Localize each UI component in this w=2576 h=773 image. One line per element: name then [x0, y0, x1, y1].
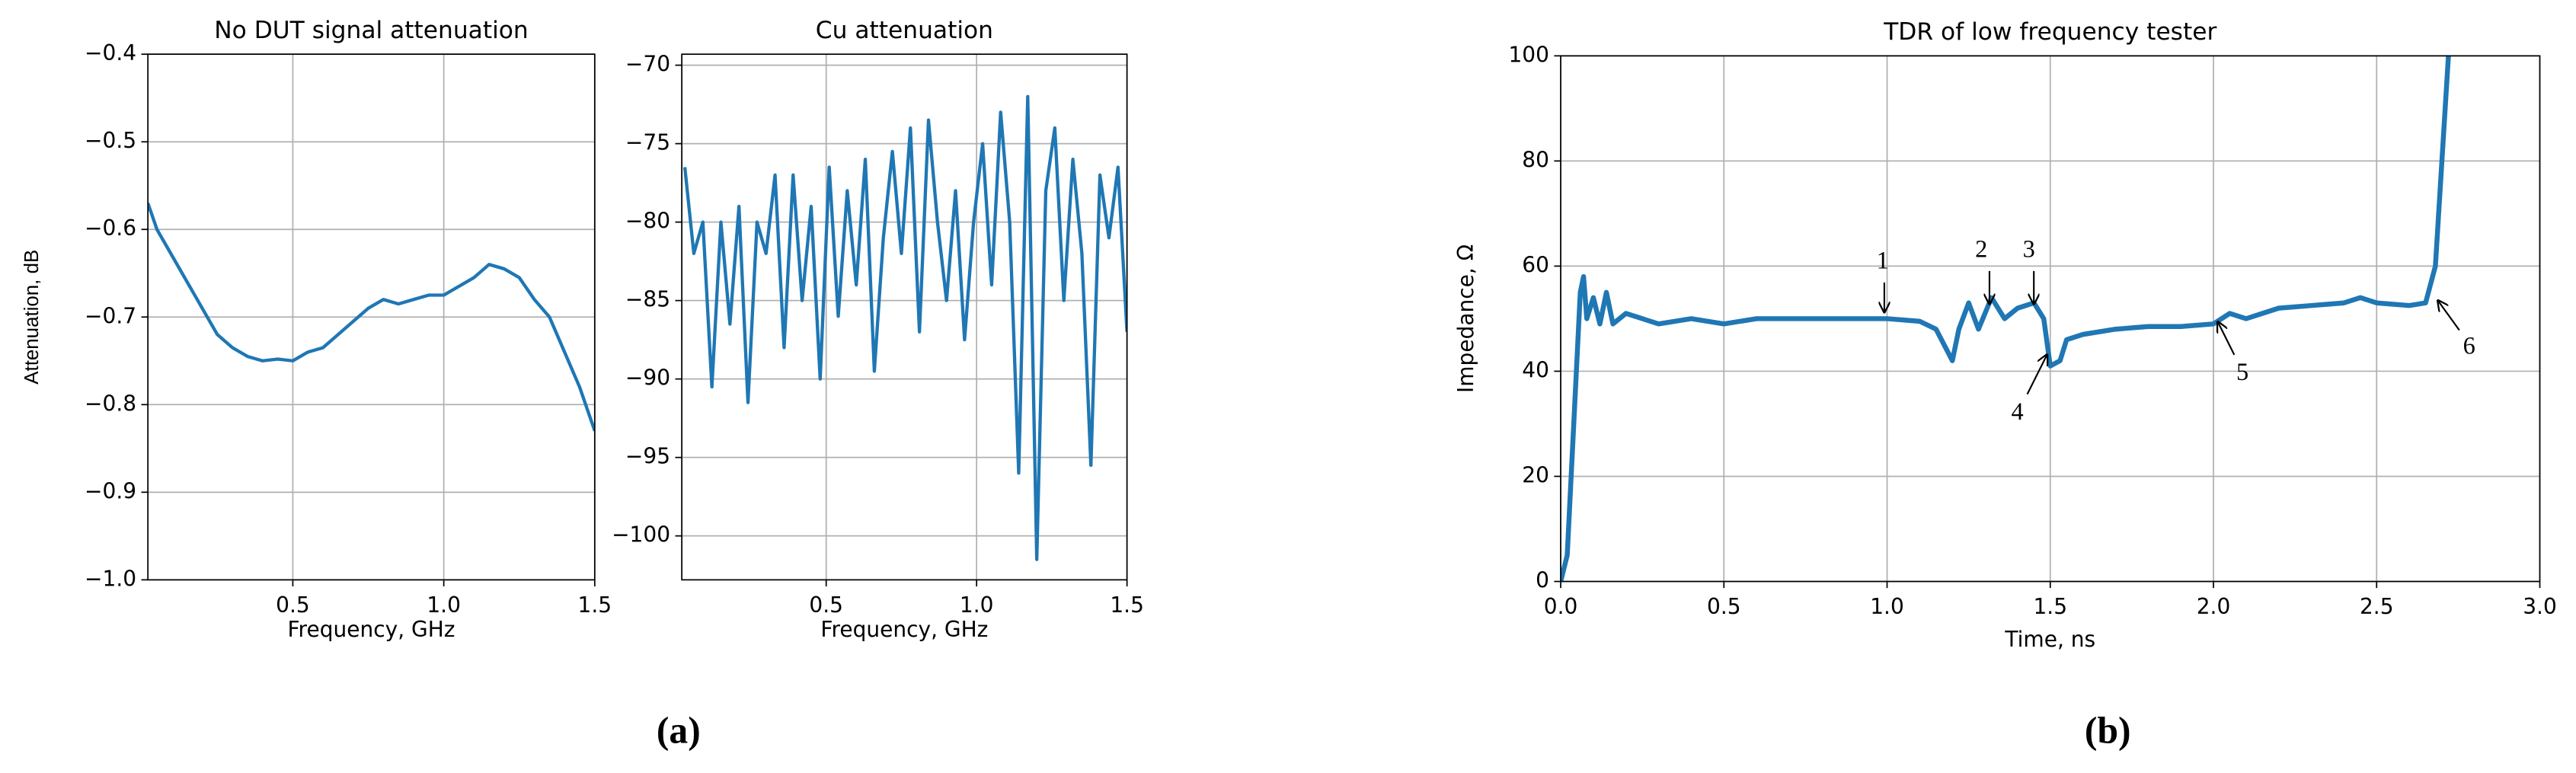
annotation: 2 — [1975, 235, 1987, 262]
data-line — [148, 203, 595, 432]
x-tick-label: 1.0 — [960, 593, 994, 618]
annotation: 5 — [2236, 358, 2248, 385]
data-line — [682, 94, 1127, 561]
y-tick-label: 60 — [1522, 252, 1549, 277]
y-tick-label: −90 — [625, 366, 670, 391]
annotation: 3 — [2023, 235, 2035, 262]
y-tick-label: −0.7 — [85, 303, 136, 328]
caption: (a) — [657, 709, 701, 751]
x-tick-label: 0.5 — [276, 593, 310, 618]
x-tick-label: 0.5 — [1707, 594, 1741, 619]
y-tick-label: −100 — [612, 522, 670, 548]
x-axis-label: Frequency, GHz — [820, 617, 988, 642]
x-tick-label: 0.5 — [809, 593, 843, 618]
y-tick-label: −0.4 — [85, 40, 136, 65]
annotation-arrow — [2218, 322, 2236, 356]
y-tick-label: 0 — [1536, 568, 1549, 593]
x-axis-label: Time, ns — [2004, 627, 2095, 652]
annotation: 6 — [2463, 332, 2475, 359]
x-tick-label: 1.0 — [427, 593, 461, 618]
y-tick-label: −85 — [625, 287, 670, 312]
annotation-arrow — [2438, 301, 2460, 331]
x-tick-label: 1.5 — [1110, 593, 1144, 618]
x-tick-label: 1.0 — [1870, 594, 1904, 619]
annotation: 4 — [2012, 398, 2024, 425]
y-tick-label: 100 — [1508, 42, 1548, 67]
x-tick-label: 3.0 — [2523, 594, 2557, 619]
y-tick-label: −0.8 — [85, 391, 136, 416]
y-tick-label: −75 — [625, 130, 670, 155]
chart-title: TDR of low frequency tester — [1883, 18, 2216, 46]
y-tick-label: −1.0 — [85, 566, 136, 591]
chart-title: No DUT signal attenuation — [214, 17, 528, 44]
y-axis-label: Impedance, Ω — [1453, 244, 1478, 393]
plot-frame — [681, 53, 1128, 581]
x-tick-label: 0.0 — [1544, 594, 1578, 619]
plot-frame — [147, 53, 596, 581]
y-tick-label: −0.9 — [85, 478, 136, 503]
annotation: 1 — [1877, 247, 1889, 274]
x-tick-label: 2.0 — [2197, 594, 2231, 619]
y-tick-label: −70 — [625, 52, 670, 77]
x-tick-label: 1.5 — [2033, 594, 2067, 619]
y-tick-label: −95 — [625, 444, 670, 469]
y-tick-label: −0.6 — [85, 216, 136, 241]
y-tick-label: 40 — [1522, 357, 1549, 382]
y-tick-label: 80 — [1522, 147, 1549, 172]
caption: (b) — [2085, 709, 2131, 751]
data-line — [1561, 56, 2451, 582]
x-tick-label: 1.5 — [578, 593, 612, 618]
chart-title: Cu attenuation — [816, 17, 993, 44]
x-axis-label: Frequency, GHz — [287, 617, 455, 642]
y-tick-label: 20 — [1522, 462, 1549, 487]
plot-frame — [1560, 55, 2541, 583]
y-tick-label: −0.5 — [85, 128, 136, 153]
y-tick-label: −80 — [625, 209, 670, 234]
annotation-arrow — [2026, 355, 2047, 395]
x-tick-label: 2.5 — [2360, 594, 2394, 619]
y-axis-label: Attenuation, dB — [21, 250, 43, 385]
